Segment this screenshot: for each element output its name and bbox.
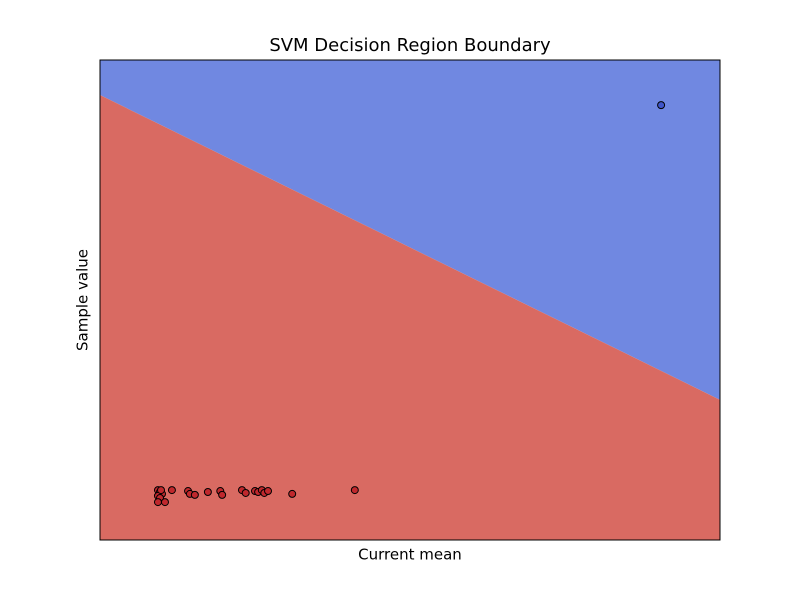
y-axis-label: Sample value xyxy=(74,249,92,351)
data-point xyxy=(264,487,273,496)
data-point xyxy=(190,490,199,499)
data-point xyxy=(153,498,162,507)
plot-area xyxy=(100,60,720,540)
x-axis-label: Current mean xyxy=(358,546,462,564)
data-point xyxy=(157,486,166,495)
data-point xyxy=(288,489,297,498)
axes-frame xyxy=(99,59,721,541)
data-point xyxy=(350,486,359,495)
region-below xyxy=(100,95,720,540)
data-point xyxy=(167,486,176,495)
data-point xyxy=(203,488,212,496)
data-point xyxy=(241,488,250,497)
data-point xyxy=(657,101,666,110)
chart-title: SVM Decision Region Boundary xyxy=(269,35,551,56)
data-point xyxy=(160,498,169,507)
data-point xyxy=(218,490,227,499)
region-above xyxy=(100,60,720,400)
